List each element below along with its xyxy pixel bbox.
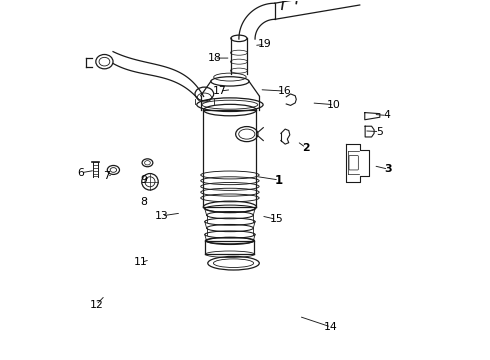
Text: 18: 18 — [208, 53, 221, 63]
Text: 8: 8 — [141, 197, 147, 207]
Text: 1: 1 — [275, 174, 283, 186]
Text: 4: 4 — [383, 111, 390, 121]
Text: 10: 10 — [327, 100, 341, 110]
Text: 16: 16 — [277, 86, 292, 96]
Text: 7: 7 — [103, 171, 110, 181]
Text: 6: 6 — [77, 168, 84, 178]
Text: 19: 19 — [258, 40, 271, 49]
Text: 14: 14 — [324, 322, 338, 332]
Text: 12: 12 — [89, 300, 103, 310]
Text: 3: 3 — [385, 164, 392, 174]
Text: 11: 11 — [134, 257, 148, 267]
Text: 15: 15 — [270, 215, 283, 224]
Text: 9: 9 — [141, 175, 147, 185]
Text: 17: 17 — [213, 86, 227, 96]
Text: 2: 2 — [302, 143, 310, 153]
Text: 5: 5 — [376, 127, 383, 136]
Text: 13: 13 — [155, 211, 169, 221]
